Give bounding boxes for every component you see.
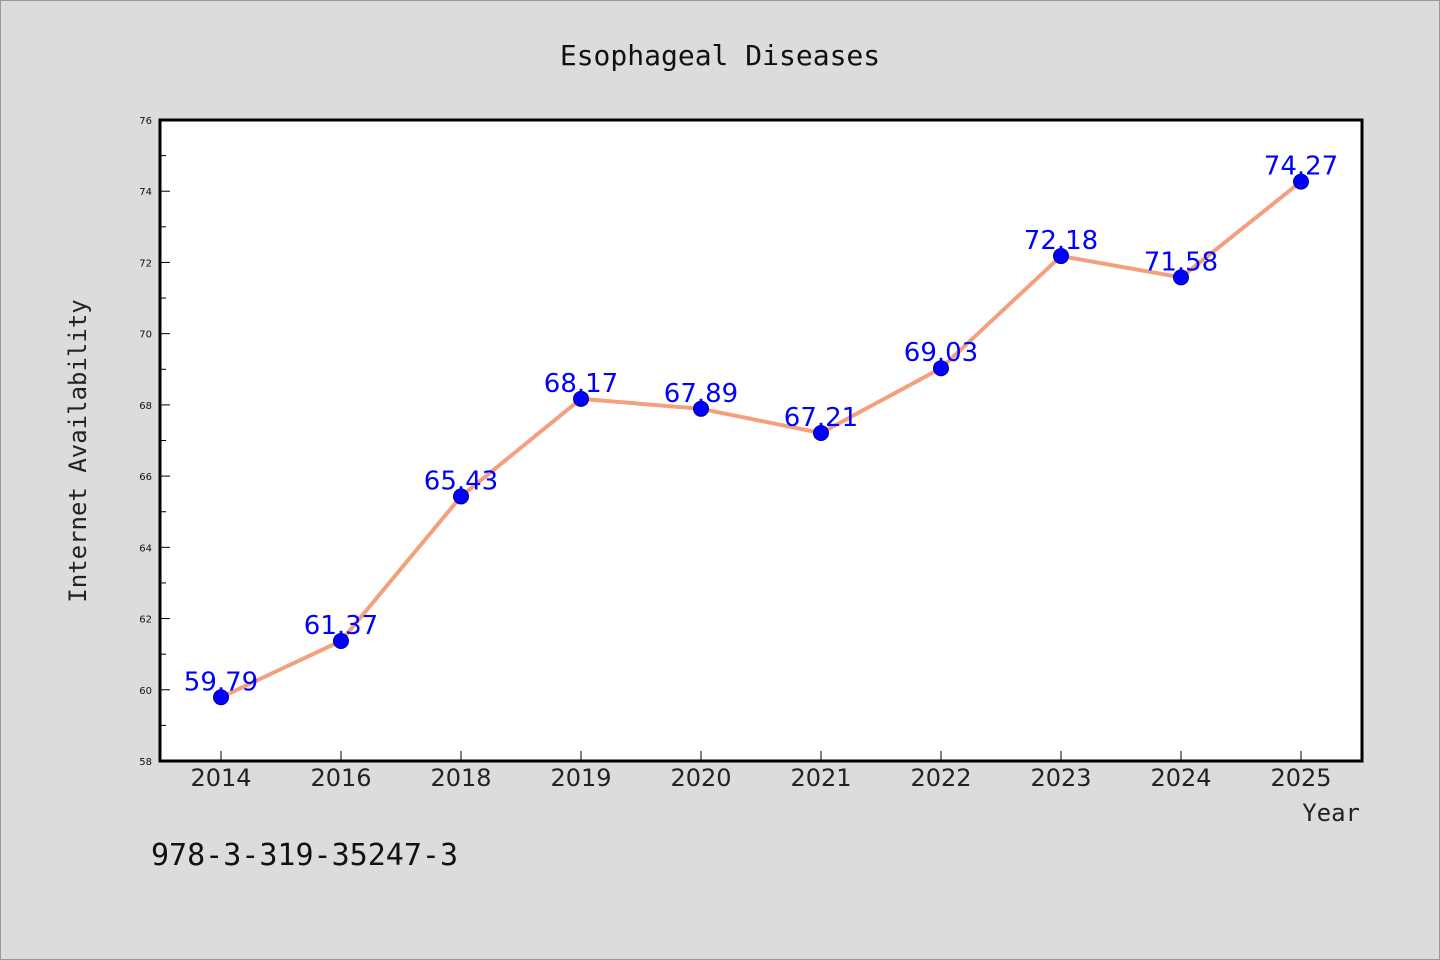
data-label: 65.43 <box>424 466 498 496</box>
y-tick-label: 70 <box>139 330 152 341</box>
x-tick-label: 2025 <box>1270 764 1331 792</box>
data-label: 68.17 <box>544 369 618 399</box>
data-point <box>573 390 589 407</box>
x-tick-label: 2014 <box>190 764 251 792</box>
x-tick-label: 2018 <box>430 764 491 792</box>
x-tick-label: 2020 <box>670 764 731 792</box>
x-tick-label: 2016 <box>310 764 371 792</box>
data-label: 61.37 <box>304 611 378 641</box>
data-point <box>1173 269 1189 286</box>
y-tick-label: 58 <box>139 757 152 768</box>
data-point <box>813 425 829 442</box>
chart-title: Esophageal Diseases <box>560 39 880 72</box>
y-axis-ticks: 58 60 62 64 66 68 70 72 74 76 <box>139 116 170 768</box>
series-layer: 59.79 61.37 65.43 68.17 67.89 67.21 69.03 72.18… <box>184 152 1338 706</box>
data-label: 72.18 <box>1024 226 1098 256</box>
x-axis-label: Year <box>1302 799 1360 827</box>
x-tick-label: 2022 <box>910 764 971 792</box>
x-tick-label: 2023 <box>1030 764 1091 792</box>
footer-text: 978-3-319-35247-3 <box>151 838 458 873</box>
y-tick-label: 74 <box>139 187 152 198</box>
data-point <box>1053 248 1069 265</box>
data-label: 69.03 <box>904 338 978 368</box>
y-tick-label: 64 <box>139 543 152 554</box>
data-label: 74.27 <box>1264 152 1338 182</box>
y-tick-label: 68 <box>139 401 152 412</box>
plot-frame <box>158 118 1364 763</box>
plot-area <box>160 120 1362 761</box>
data-point <box>933 360 949 377</box>
y-tick-label: 76 <box>139 116 152 127</box>
data-label: 67.21 <box>784 403 858 433</box>
y-tick-label: 60 <box>139 686 152 697</box>
data-point <box>453 488 469 505</box>
x-tick-label: 2019 <box>550 764 611 792</box>
x-axis-ticks: 2014 2016 2018 2019 2020 2021 2022 2023 2024 2025 <box>190 751 1332 792</box>
x-tick-label: 2021 <box>790 764 851 792</box>
data-label: 59.79 <box>184 667 258 697</box>
y-tick-label: 62 <box>139 615 152 626</box>
x-tick-label: 2024 <box>1150 764 1211 792</box>
y-tick-label: 72 <box>139 258 152 269</box>
data-label: 71.58 <box>1144 247 1218 277</box>
data-point <box>693 400 709 417</box>
data-point <box>333 632 349 649</box>
data-label: 67.89 <box>664 379 738 409</box>
y-tick-label: 66 <box>139 472 152 483</box>
series-line <box>220 180 1303 700</box>
data-point <box>213 689 229 706</box>
y-axis-label: Internet Availability <box>64 299 92 602</box>
data-point <box>1293 173 1309 190</box>
